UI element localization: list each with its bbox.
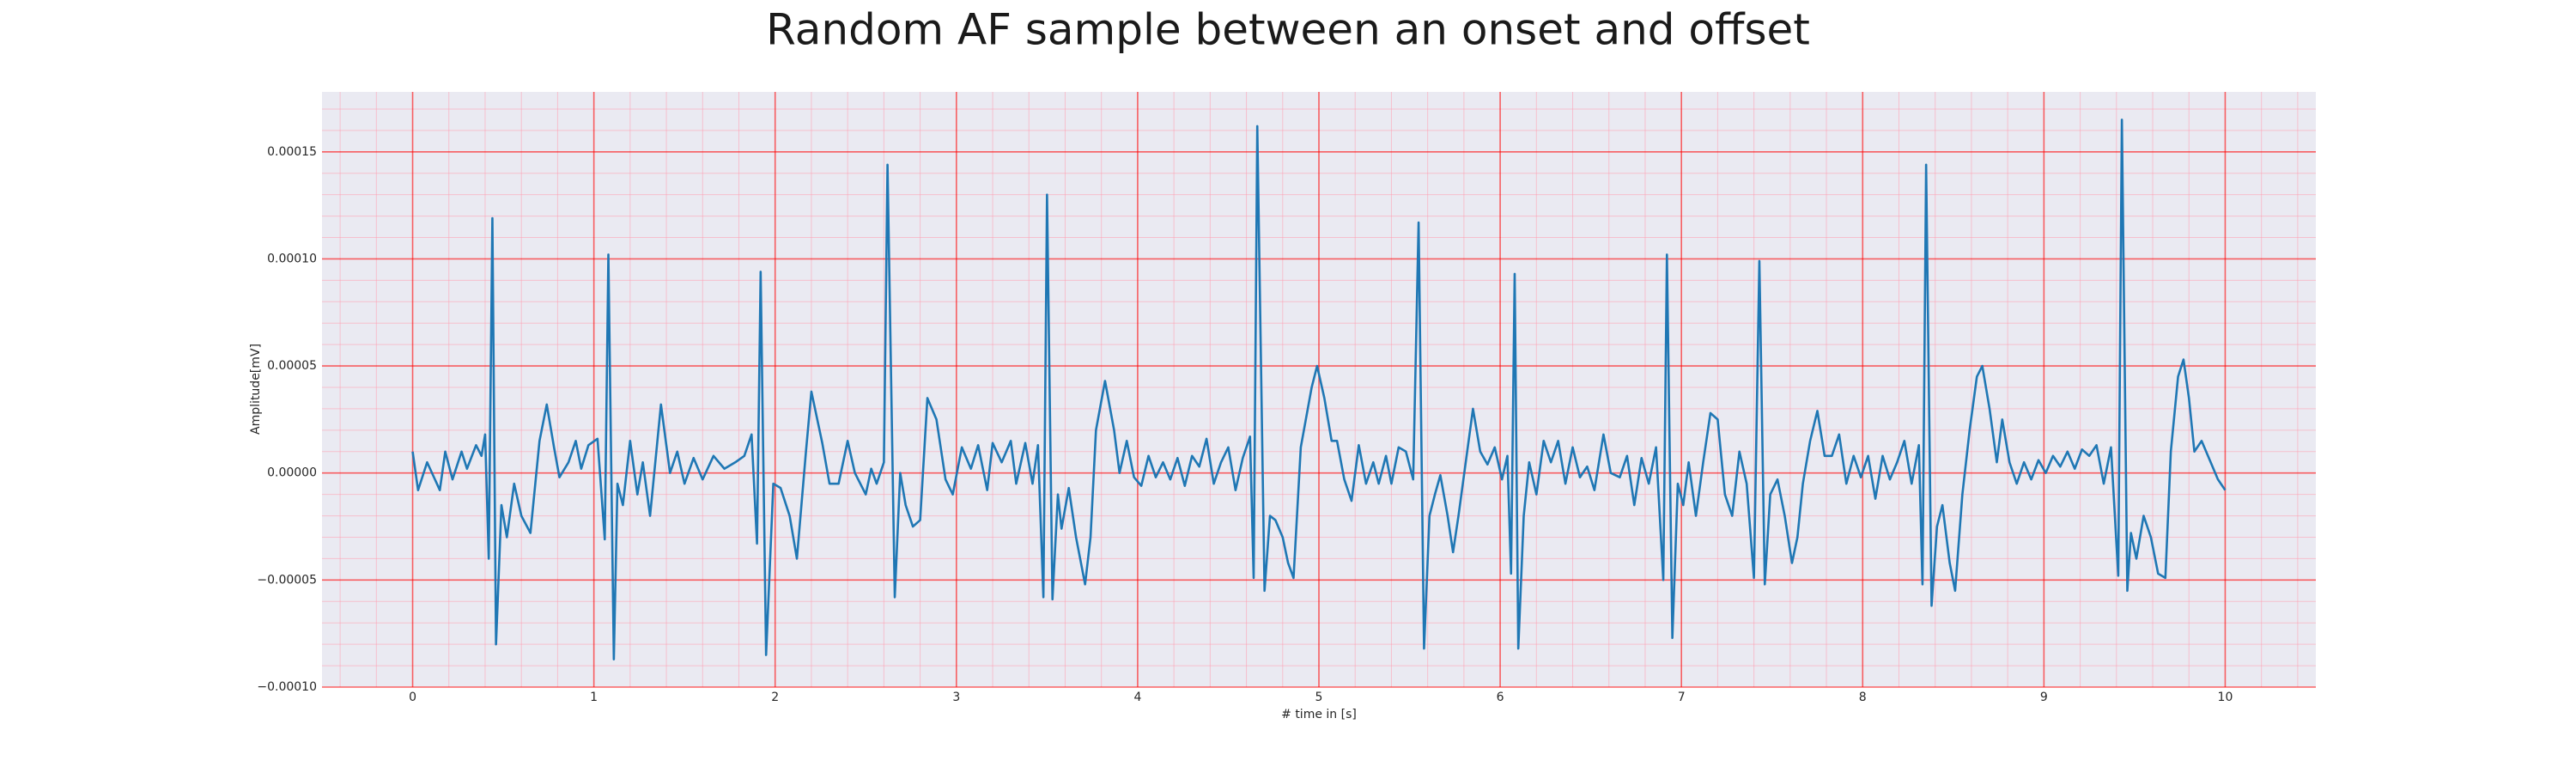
major-grid bbox=[322, 92, 2316, 688]
y-tick-label: 0.00000 bbox=[267, 466, 317, 480]
y-tick-label: 0.00015 bbox=[267, 145, 317, 159]
labels: 0 1 2 3 4 5 6 7 8 9 10 −0.00010 −0.00005 0.00000 0.000… bbox=[257, 145, 2233, 704]
x-tick-label: 3 bbox=[952, 691, 960, 704]
marks bbox=[411, 119, 2227, 660]
x-tick-label: 6 bbox=[1497, 691, 1504, 704]
x-tick-label: 9 bbox=[2040, 691, 2048, 704]
x-tick-label: 5 bbox=[1315, 691, 1323, 704]
x-tick-label: 8 bbox=[1859, 691, 1867, 704]
x-tick-label: 7 bbox=[1678, 691, 1686, 704]
y-tick-label: 0.00005 bbox=[267, 359, 317, 373]
chart-title: Random AF sample between an onset and of… bbox=[766, 5, 1810, 55]
x-tick-label: 10 bbox=[2218, 691, 2233, 704]
y-axis-label: Amplitude[mV] bbox=[249, 344, 263, 435]
y-tick-label: −0.00005 bbox=[257, 573, 317, 587]
x-tick-label: 1 bbox=[590, 691, 598, 704]
x-tick-label: 0 bbox=[409, 691, 416, 704]
data-line bbox=[411, 119, 2227, 660]
x-axis-label: # time in [s] bbox=[1281, 708, 1357, 721]
y-tick-label: 0.00010 bbox=[267, 252, 317, 265]
x-tick-label: 2 bbox=[771, 691, 779, 704]
x-tick-label: 4 bbox=[1133, 691, 1141, 704]
y-tick-label: −0.00010 bbox=[257, 680, 317, 694]
